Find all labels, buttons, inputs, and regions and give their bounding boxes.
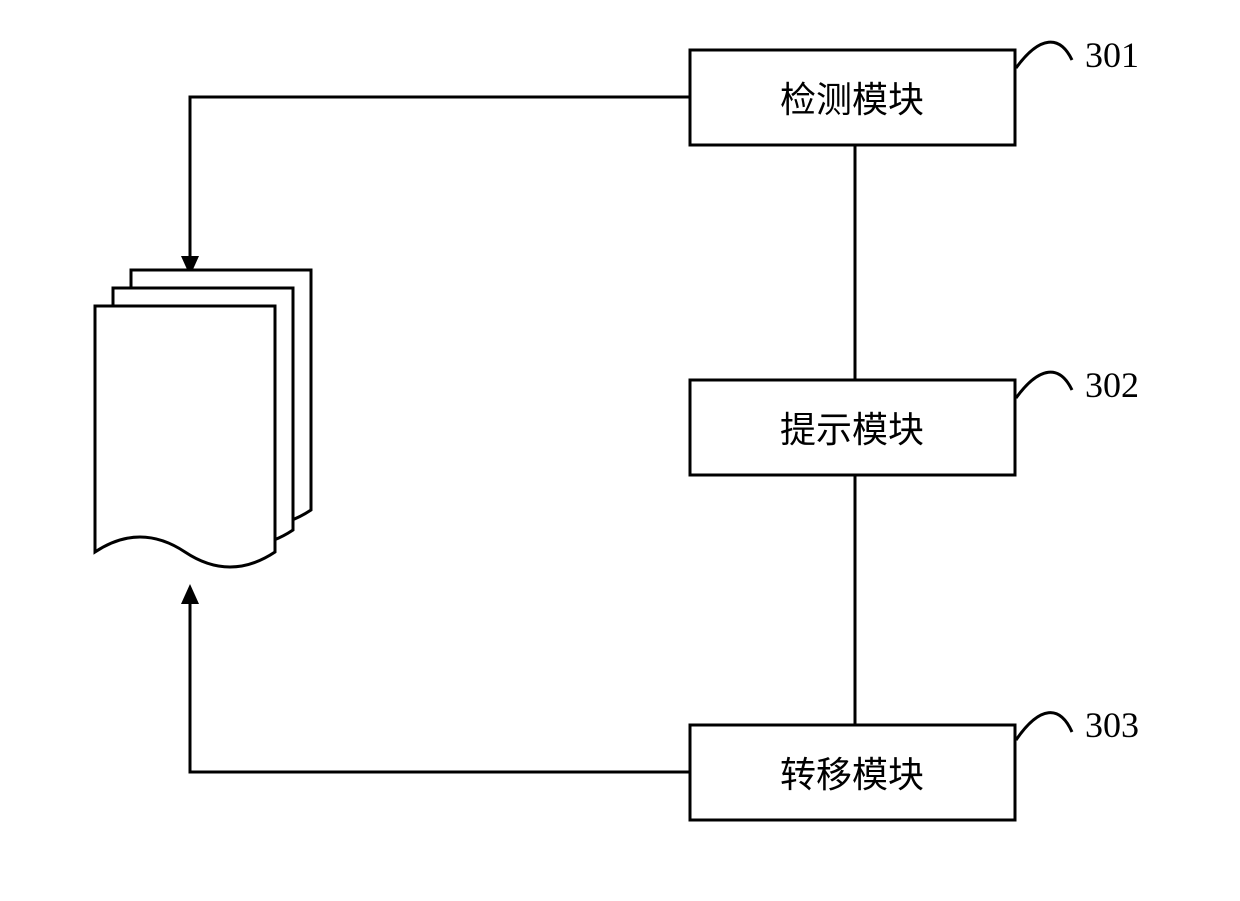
node-prompt-module: 提示模块 [690, 380, 1015, 475]
callout-303: 303 [1016, 705, 1139, 745]
edge-node3-docs [181, 584, 690, 772]
ref-label-303: 303 [1085, 705, 1139, 745]
callout-302: 302 [1016, 365, 1139, 405]
node-transfer-module: 转移模块 [690, 725, 1015, 820]
diagram-canvas: 检测模块 301 提示模块 302 转移模块 303 [0, 0, 1240, 901]
edge-node1-docs [181, 97, 690, 276]
node-detect-module: 检测模块 [690, 50, 1015, 145]
ref-label-301: 301 [1085, 35, 1139, 75]
node-prompt-label: 提示模块 [780, 410, 924, 450]
ref-label-302: 302 [1085, 365, 1139, 405]
node-transfer-label: 转移模块 [780, 755, 924, 795]
node-detect-label: 检测模块 [780, 80, 924, 120]
document-stack [95, 270, 311, 567]
callout-301: 301 [1016, 35, 1139, 75]
